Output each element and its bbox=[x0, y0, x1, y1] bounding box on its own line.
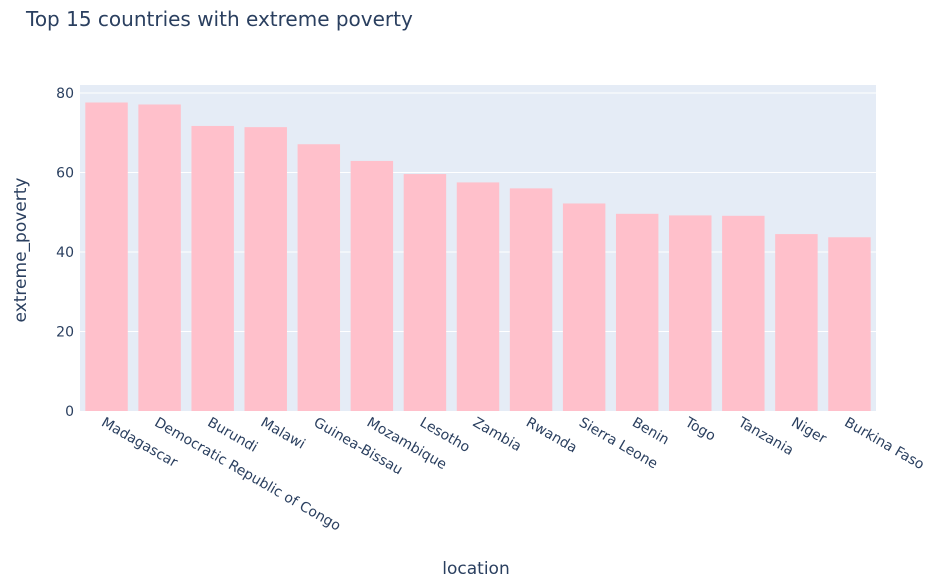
y-tick-labels: 0 20 40 60 80 bbox=[56, 86, 74, 420]
bar-benin bbox=[615, 213, 659, 411]
x-tick-label: Niger bbox=[788, 415, 829, 448]
bars bbox=[85, 102, 871, 412]
bar-mozambique bbox=[350, 160, 394, 411]
x-axis-title: location bbox=[442, 559, 509, 579]
x-tick-label: Malawi bbox=[258, 415, 308, 453]
bar-lesotho bbox=[403, 174, 447, 411]
y-tick-label: 80 bbox=[56, 86, 74, 102]
bar-guinea-bissau bbox=[297, 144, 341, 412]
bar-togo bbox=[669, 215, 712, 411]
y-axis-title: extreme_poverty bbox=[11, 178, 31, 323]
bar-niger bbox=[775, 234, 818, 411]
bar-burundi bbox=[191, 125, 234, 411]
x-tick-label: Rwanda bbox=[523, 415, 580, 457]
y-tick-label: 60 bbox=[56, 165, 74, 181]
y-tick-label: 20 bbox=[56, 324, 74, 340]
bar-democratic-republic-of-congo bbox=[138, 104, 181, 412]
x-tick-label: Guinea-Bissau bbox=[311, 415, 405, 479]
bar-tanzania bbox=[722, 215, 765, 411]
x-tick-label: Togo bbox=[681, 414, 718, 444]
bar-sierra-leone bbox=[562, 203, 606, 411]
x-tick-label: Zambia bbox=[470, 415, 524, 455]
x-tick-label: Democratic Republic of Congo bbox=[152, 415, 344, 535]
y-tick-label: 0 bbox=[65, 404, 74, 420]
bar-madagascar bbox=[85, 102, 128, 412]
x-tick-label: Burkina Faso bbox=[841, 415, 926, 474]
bar-rwanda bbox=[509, 188, 553, 411]
y-tick-label: 40 bbox=[56, 245, 74, 261]
bar-zambia bbox=[456, 182, 500, 411]
x-tick-label: Tanzania bbox=[734, 414, 796, 459]
bar-malawi bbox=[244, 127, 287, 411]
bar-burkina-faso bbox=[828, 237, 871, 411]
chart-title: Top 15 countries with extreme poverty bbox=[25, 7, 413, 31]
